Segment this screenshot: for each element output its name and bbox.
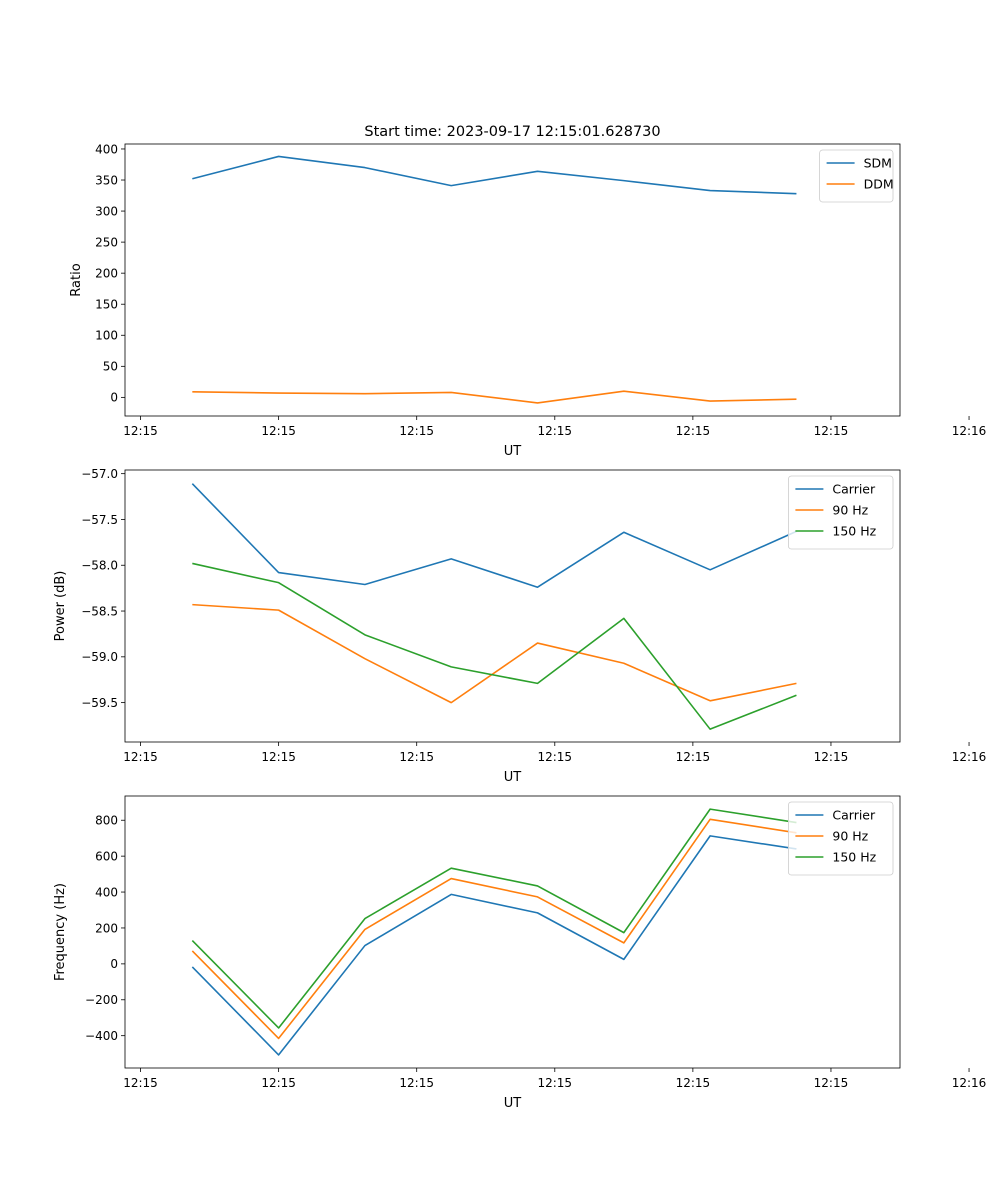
chart0-y-tick-label: 100 <box>95 329 118 343</box>
chart1-series-carrier <box>191 483 797 589</box>
chart0-x-tick-label: 12:16 <box>952 424 987 438</box>
chart2-legend-label-90-hz: 90 Hz <box>832 829 868 844</box>
chart2-x-tick-label: 12:15 <box>261 1076 296 1090</box>
chart2-y-tick-label: −400 <box>85 1029 118 1043</box>
chart0-axes-frame <box>124 143 901 417</box>
chart2-y-tick-label: 800 <box>95 814 118 828</box>
chart1-axes-frame <box>124 469 901 743</box>
chart1-x-tick-label: 12:15 <box>676 750 711 764</box>
chart1-y-tick-label: −58.0 <box>81 559 118 573</box>
chart2-x-tick-label: 12:15 <box>814 1076 849 1090</box>
chart1-y-tick-label: −57.5 <box>81 513 118 527</box>
chart0-y-tick-label: 200 <box>95 266 118 280</box>
chart2-x-tick-label: 12:15 <box>537 1076 572 1090</box>
chart0-y-tick-label: 250 <box>95 235 118 249</box>
chart1-legend-label-90-hz: 90 Hz <box>832 503 868 518</box>
chart1-series-150-hz <box>192 562 797 730</box>
chart2-axes-frame <box>124 795 901 1069</box>
chart0-y-tick-label: 300 <box>95 204 118 218</box>
chart2-y-tick-label: 200 <box>95 921 118 935</box>
chart1-x-tick-label: 12:16 <box>952 750 987 764</box>
frequency-panel: 12:15 12:15 12:15 12:15 12:15 12:15 12:16 −400 −… <box>53 795 987 1111</box>
chart0-series-ddm <box>192 390 797 404</box>
chart0-legend: SDM DDM <box>819 149 894 203</box>
chart1-x-tick-label: 12:15 <box>399 750 434 764</box>
chart1-y-tick-label: −59.0 <box>81 650 118 664</box>
chart0-y-tick-label: 400 <box>95 142 118 156</box>
chart2-legend-label-150-hz: 150 Hz <box>832 850 876 865</box>
chart0-y-tick-label: 50 <box>103 360 118 374</box>
chart2-y-tick-label: 0 <box>110 957 118 971</box>
chart1-series-90-hz <box>192 603 797 704</box>
chart0-x-tick-label: 12:15 <box>123 424 158 438</box>
chart0-y-axis-label: Ratio <box>69 263 84 296</box>
chart2-y-tick-label: 600 <box>95 849 118 863</box>
chart2-y-axis-label: Frequency (Hz) <box>53 883 68 981</box>
chart1-x-tick-label: 12:15 <box>537 750 572 764</box>
chart0-x-axis-label: UT <box>504 444 522 459</box>
power-panel: 12:15 12:15 12:15 12:15 12:15 12:15 12:16 −57.0… <box>53 467 986 785</box>
chart2-series-150-hz <box>191 808 797 1029</box>
chart2-x-tick-label: 12:16 <box>952 1076 987 1090</box>
chart1-x-axis-label: UT <box>504 770 522 785</box>
chart2-x-tick-label: 12:15 <box>123 1076 158 1090</box>
chart2-x-axis-label: UT <box>504 1096 522 1111</box>
chart2-y-tick-label: 400 <box>95 885 118 899</box>
chart1-x-tick-label: 12:15 <box>123 750 158 764</box>
chart0-x-tick-label: 12:15 <box>261 424 296 438</box>
chart0-legend-label-ddm: DDM <box>864 177 894 192</box>
chart0-y-tick-label: 0 <box>110 391 118 405</box>
chart2-y-tick-label: −200 <box>85 993 118 1007</box>
chart0-x-tick-label: 12:15 <box>537 424 572 438</box>
chart1-y-axis-label: Power (dB) <box>53 571 68 642</box>
chart2-x-tick-label: 12:15 <box>676 1076 711 1090</box>
chart0-x-tick-label: 12:15 <box>814 424 849 438</box>
chart2-legend: Carrier 90 Hz 150 Hz <box>788 801 894 876</box>
chart0-y-tick-label: 150 <box>95 298 118 312</box>
chart1-x-tick-label: 12:15 <box>261 750 296 764</box>
chart1-y-tick-label: −57.0 <box>81 467 118 481</box>
chart1-y-tick-label: −58.5 <box>81 604 118 618</box>
chart1-legend-label-150-hz: 150 Hz <box>832 524 876 539</box>
figure-title: Start time: 2023-09-17 12:15:01.628730 <box>364 124 660 140</box>
chart0-legend-label-sdm: SDM <box>864 156 892 171</box>
chart2-series-90-hz <box>191 818 797 1040</box>
chart1-x-tick-label: 12:15 <box>814 750 849 764</box>
chart0-x-tick-label: 12:15 <box>399 424 434 438</box>
chart0-y-tick-label: 350 <box>95 173 118 187</box>
chart0-series-sdm <box>192 155 797 195</box>
chart1-legend-label-carrier: Carrier <box>832 482 876 497</box>
chart1-legend: Carrier 90 Hz 150 Hz <box>788 475 894 550</box>
chart2-series-carrier <box>191 835 797 1056</box>
ratio-panel: 12:15 12:15 12:15 12:15 12:15 12:15 12:16 0 50 10… <box>69 142 986 459</box>
chart2-legend-label-carrier: Carrier <box>832 808 876 823</box>
chart0-x-tick-label: 12:15 <box>676 424 711 438</box>
chart1-y-tick-label: −59.5 <box>81 696 118 710</box>
chart2-x-tick-label: 12:15 <box>399 1076 434 1090</box>
